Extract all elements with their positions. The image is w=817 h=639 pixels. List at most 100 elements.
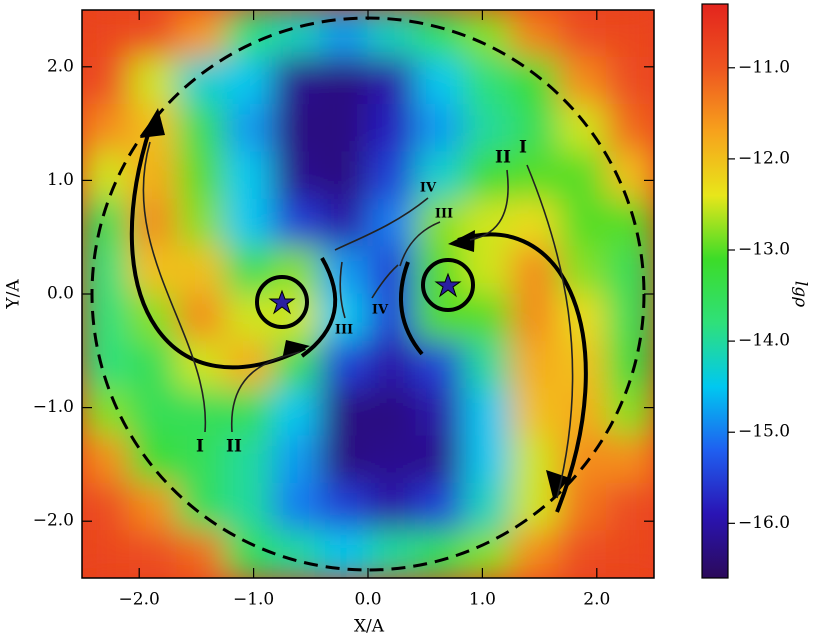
density-cell	[462, 56, 512, 106]
x-tick-label: −2.0	[119, 590, 160, 610]
y-tick-label: 2.0	[47, 56, 74, 76]
stream-left	[129, 127, 306, 370]
colorbar-tick-label: −13.0	[738, 240, 790, 260]
density-cell	[176, 151, 226, 200]
y-axis-label: Y/A	[4, 279, 24, 310]
density-cell	[510, 482, 560, 532]
density-cell	[558, 151, 607, 200]
density-cell	[558, 340, 607, 390]
density-cell	[367, 151, 417, 200]
density-cell	[558, 246, 607, 295]
density-cell	[510, 10, 560, 58]
density-cell	[224, 151, 274, 200]
density-cell	[82, 435, 131, 484]
density-cell	[415, 293, 464, 342]
density-cell	[462, 482, 512, 532]
annotation: II	[226, 437, 242, 457]
colorbar-tick-label: −12.0	[738, 148, 790, 168]
density-cell	[224, 435, 274, 484]
density-cell	[462, 104, 512, 153]
density-cell	[558, 530, 607, 578]
density-cell	[605, 56, 654, 106]
density-cell	[272, 151, 321, 200]
colorbar-tick-label: −11.0	[738, 57, 790, 77]
density-cell	[415, 388, 464, 437]
density-cell	[367, 56, 417, 106]
orbit-left	[255, 275, 309, 329]
y-tick-label: −1.0	[33, 397, 74, 417]
density-cell	[558, 10, 607, 58]
annotation: III	[335, 323, 353, 338]
colorbar-tick-label: −15.0	[738, 422, 790, 442]
density-cell	[462, 388, 512, 437]
density-cell	[129, 10, 178, 58]
x-axis-label: X/A	[354, 617, 385, 637]
x-tick-label: 0.0	[354, 590, 381, 610]
density-cell	[176, 56, 226, 106]
density-cell	[605, 530, 654, 578]
y-tick-label: 0.0	[47, 284, 74, 304]
y-tick-label: 1.0	[47, 170, 74, 190]
density-cell	[510, 340, 560, 390]
density-cell	[319, 482, 369, 532]
star-right	[434, 272, 462, 298]
star-left	[268, 289, 296, 315]
streamline	[399, 221, 441, 267]
density-cell	[176, 482, 226, 532]
density-cell	[82, 10, 131, 58]
annotation: II	[495, 148, 511, 168]
colorbar-tick-label: −16.0	[738, 513, 790, 533]
x-tick-label: 1.0	[469, 590, 496, 610]
density-cell	[462, 340, 512, 390]
density-cell	[462, 151, 512, 200]
density-cell	[319, 340, 369, 390]
density-cell	[176, 530, 226, 578]
density-cell	[176, 10, 226, 58]
density-cell	[605, 388, 654, 437]
streamline	[469, 169, 509, 241]
density-cell	[367, 340, 417, 390]
density-cell	[224, 10, 274, 58]
density-cell	[176, 104, 226, 153]
density-cell	[605, 246, 654, 295]
density-cell	[272, 56, 321, 106]
density-cell	[319, 151, 369, 200]
density-cell	[82, 151, 131, 200]
colorbar-label: lgρ	[791, 281, 811, 307]
density-cell	[462, 246, 512, 295]
density-cell	[415, 482, 464, 532]
streamline	[371, 264, 399, 299]
density-cell	[605, 435, 654, 484]
density-cell	[224, 482, 274, 532]
density-cell	[272, 246, 321, 295]
density-cell	[367, 388, 417, 437]
colorbar	[701, 3, 729, 579]
density-cell	[224, 198, 274, 248]
annotation: III	[435, 207, 453, 222]
density-cell	[129, 530, 178, 578]
density-cell	[415, 151, 464, 200]
density-cell	[129, 293, 178, 342]
density-cell	[605, 151, 654, 200]
streamline	[339, 261, 346, 319]
density-cell	[510, 388, 560, 437]
density-cell	[415, 340, 464, 390]
density-cell	[462, 530, 512, 578]
arrowhead	[546, 470, 570, 498]
density-cell	[224, 246, 274, 295]
density-cell	[272, 10, 321, 58]
density-cell	[319, 435, 369, 484]
stream-right	[457, 232, 588, 513]
density-cell	[605, 10, 654, 58]
density-cell	[82, 56, 131, 106]
colorbar-tick-label: −14.0	[738, 331, 790, 351]
density-cell	[558, 56, 607, 106]
density-cell	[319, 388, 369, 437]
density-cell	[176, 388, 226, 437]
density-cell	[367, 435, 417, 484]
density-cell	[415, 10, 464, 58]
arrowhead	[140, 108, 165, 138]
y-tick-label: −2.0	[33, 511, 74, 531]
density-cell	[129, 388, 178, 437]
density-cell	[415, 104, 464, 153]
